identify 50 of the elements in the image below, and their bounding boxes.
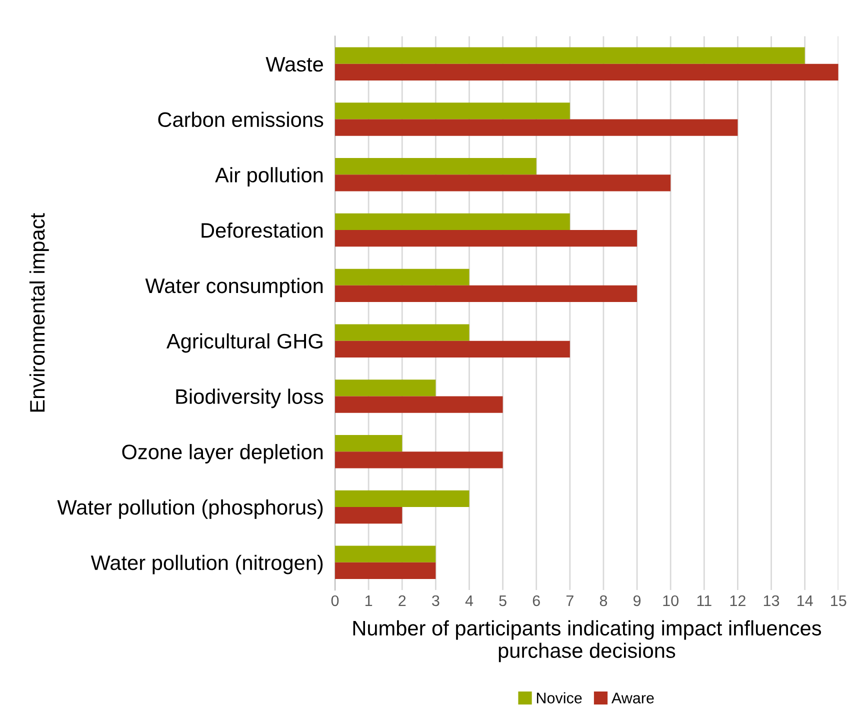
x-tick-label: 0 — [331, 595, 339, 606]
x-tick-label: 3 — [432, 595, 440, 606]
x-tick-label: 15 — [831, 595, 846, 606]
x-tick-label: 5 — [499, 595, 506, 606]
y-tick-label: Biodiversity loss — [176, 388, 324, 408]
bar — [335, 285, 638, 302]
x-tick-label: 13 — [764, 595, 780, 606]
x-tick-label: 6 — [532, 595, 540, 606]
y-tick-label: Carbon emissions — [158, 112, 324, 128]
y-tick-label: Water pollution (nitrogen) — [90, 554, 323, 574]
bar — [335, 452, 503, 468]
bar — [335, 64, 838, 81]
x-tick-label: 8 — [600, 595, 608, 606]
x-tick-label: 10 — [663, 595, 678, 606]
x-tick-label: 7 — [566, 595, 574, 606]
legend-label: Aware — [611, 692, 654, 704]
x-tick-label: 9 — [634, 595, 641, 606]
x-tick-label: 11 — [697, 595, 712, 606]
bar — [335, 324, 470, 341]
y-tick-label: Ozone layer depletion — [122, 444, 323, 464]
y-axis-title: Environmental impact — [29, 213, 49, 412]
x-axis-title: Number of participants indicating impact influences purchase decisions — [353, 620, 822, 662]
bar — [335, 119, 738, 136]
bar — [335, 506, 402, 524]
bar — [335, 380, 436, 396]
bar — [335, 102, 570, 120]
bar — [335, 562, 436, 579]
x-tick-label: 12 — [730, 595, 746, 606]
x-tick-label: 14 — [797, 595, 813, 606]
legend-label: Novice — [536, 692, 582, 704]
y-tick-label: Deforestation — [202, 222, 323, 238]
bar — [335, 213, 570, 230]
bar — [335, 174, 671, 192]
bar — [335, 546, 436, 562]
bar — [335, 340, 570, 358]
y-tick-label: Agricultural GHG — [166, 333, 322, 353]
bar — [335, 47, 805, 64]
bar — [335, 434, 402, 452]
x-tick-label: 2 — [398, 595, 406, 606]
y-tick-label: Air pollution — [215, 167, 323, 187]
y-tick-label: Waste — [266, 57, 323, 72]
x-tick-label: 1 — [365, 595, 372, 606]
y-tick-label: Water pollution (phosphorus) — [57, 499, 323, 519]
bar — [335, 230, 638, 247]
bar — [335, 396, 503, 413]
bar — [335, 158, 536, 175]
y-tick-label: Water consumption — [145, 278, 323, 298]
x-tick-label: 4 — [465, 595, 474, 606]
bar — [335, 268, 470, 286]
bar — [335, 490, 470, 507]
